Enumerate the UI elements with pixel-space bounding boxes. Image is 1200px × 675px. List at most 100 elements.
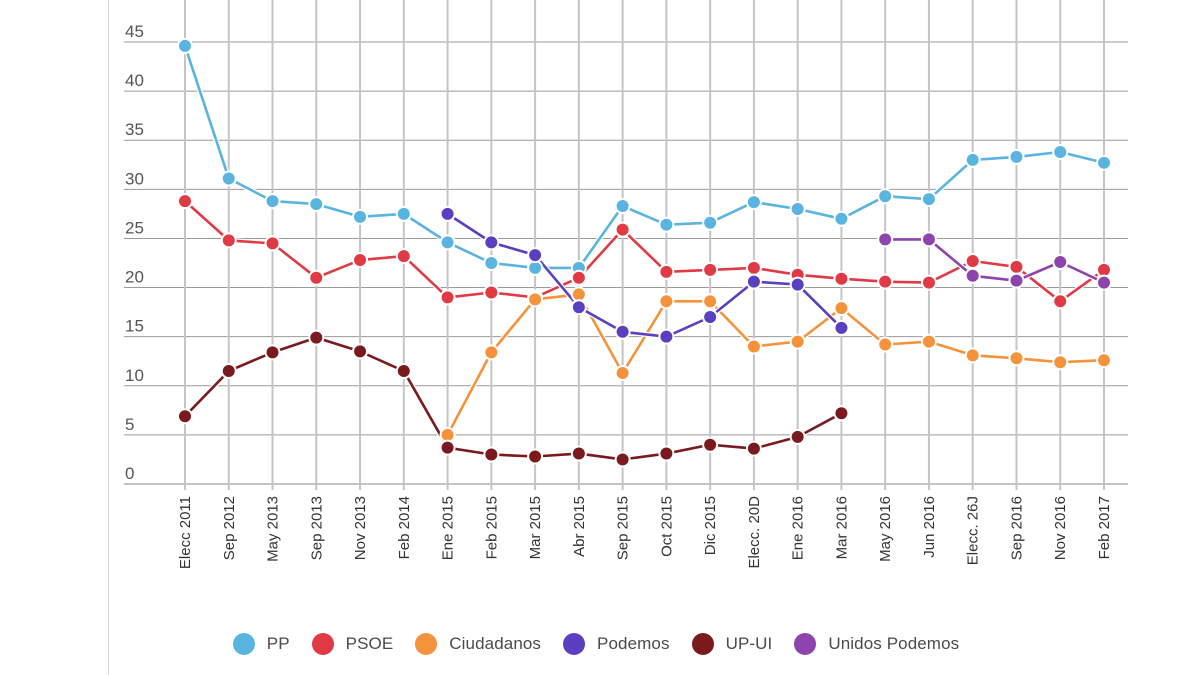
legend-label: Unidos Podemos — [828, 634, 960, 653]
data-point-pp — [1096, 154, 1112, 171]
data-point-pp — [308, 196, 325, 213]
data-point-psoe — [877, 273, 894, 290]
series-line-halo — [182, 335, 844, 462]
data-point-psoe — [439, 289, 456, 306]
data-point-ciudadanos — [527, 291, 544, 308]
data-point-ciudadanos — [920, 333, 937, 350]
data-point-podemos — [439, 205, 456, 222]
data-point-up-ui — [439, 439, 456, 456]
x-tick-label: Sep 2012 — [221, 496, 238, 560]
data-point-up-ui — [308, 329, 325, 346]
data-point-pp — [702, 214, 719, 231]
data-point-unidos-podemos — [964, 267, 981, 284]
data-point-psoe — [920, 274, 937, 291]
circle-swatch-icon — [794, 633, 817, 655]
series-points — [177, 37, 1112, 468]
data-point-psoe — [220, 232, 237, 249]
data-point-pp — [877, 188, 894, 205]
series-line-podemos — [446, 212, 843, 338]
data-point-podemos — [833, 319, 850, 336]
x-tick-label: Ene 2015 — [440, 496, 457, 560]
data-point-psoe — [352, 252, 369, 269]
circle-swatch-icon — [691, 633, 714, 655]
x-tick-label: Feb 2017 — [1096, 496, 1113, 559]
data-point-pp — [745, 194, 762, 211]
data-point-pp — [483, 255, 500, 271]
data-point-unidos-podemos — [1008, 272, 1025, 289]
data-point-pp — [177, 37, 193, 54]
data-point-psoe — [1008, 258, 1025, 275]
x-tick-label: Jun 2016 — [921, 496, 938, 558]
data-point-up-ui — [833, 405, 850, 422]
data-point-up-ui — [527, 448, 544, 465]
data-point-podemos — [745, 273, 762, 290]
y-tick-label: 25 — [125, 218, 144, 237]
legend-item-ciudadanos[interactable]: Ciudadanos — [415, 633, 549, 655]
data-point-psoe — [483, 284, 500, 301]
x-tick-label: Elecc. 26J — [965, 496, 982, 565]
data-point-podemos — [483, 234, 500, 251]
legend-item-podemos[interactable]: Podemos — [563, 633, 678, 655]
data-point-pp — [920, 191, 937, 208]
series-line-halo — [882, 236, 1107, 286]
x-tick-label: Mar 2015 — [527, 496, 544, 559]
x-tick-label: Nov 2016 — [1052, 496, 1069, 560]
y-tick-label: 20 — [125, 268, 144, 287]
legend-item-pp[interactable]: PP — [232, 633, 298, 655]
data-point-pp — [614, 198, 631, 215]
x-tick-label: Feb 2014 — [396, 496, 413, 559]
y-axis-tick-labels: 0 5 10 15 20 25 30 35 40 45 — [125, 22, 144, 483]
data-point-ciudadanos — [1008, 350, 1025, 367]
data-point-ciudadanos — [1052, 354, 1069, 371]
series-line-ciudadanos — [446, 293, 1106, 437]
data-point-podemos — [789, 276, 806, 293]
circle-swatch-icon — [232, 633, 255, 655]
data-point-psoe — [308, 269, 325, 286]
y-tick-label: 30 — [125, 169, 144, 188]
data-point-pp — [439, 234, 456, 251]
y-tick-label: 15 — [125, 317, 144, 336]
chart-legend: PP PSOE Ciudadanos Podemos UP-UI Unidos … — [0, 626, 1200, 662]
circle-swatch-icon — [415, 633, 438, 655]
y-tick-label: 5 — [125, 415, 134, 434]
data-point-psoe — [745, 259, 762, 276]
legend-item-up-ui[interactable]: UP-UI — [691, 633, 781, 655]
data-point-psoe — [702, 261, 719, 278]
x-tick-label: Ene 2016 — [790, 496, 807, 560]
data-point-up-ui — [352, 343, 369, 360]
data-point-podemos — [702, 309, 719, 326]
x-tick-label: Oct 2015 — [658, 496, 675, 557]
data-point-podemos — [614, 323, 631, 340]
horizontal-gridlines — [124, 41, 1128, 485]
x-tick-label: May 2013 — [265, 496, 282, 562]
legend-item-unidos-podemos[interactable]: Unidos Podemos — [794, 633, 967, 655]
data-point-ciudadanos — [789, 333, 806, 350]
series-line-up-ui — [183, 336, 843, 461]
vertical-gridlines — [184, 0, 1105, 490]
x-tick-label: Nov 2013 — [352, 496, 369, 560]
legend-label: Podemos — [597, 634, 670, 653]
data-point-pp — [220, 170, 237, 187]
data-point-unidos-podemos — [877, 231, 894, 248]
y-tick-label: 40 — [125, 71, 144, 90]
data-point-pp — [1008, 148, 1025, 165]
series-lines — [182, 43, 1107, 462]
data-point-ciudadanos — [1096, 352, 1112, 369]
data-point-unidos-podemos — [1096, 274, 1112, 291]
x-axis-tick-labels: Elecc 2011 Sep 2012 May 2013 Sep 2013 Nov 20… — [177, 496, 1113, 569]
x-tick-label: Sep 2013 — [308, 496, 325, 560]
data-point-up-ui — [220, 363, 237, 380]
data-point-pp — [658, 216, 675, 233]
data-point-unidos-podemos — [920, 231, 937, 248]
y-tick-label: 0 — [125, 464, 134, 483]
data-point-ciudadanos — [702, 293, 719, 310]
data-point-psoe — [1052, 293, 1069, 310]
data-point-ciudadanos — [877, 336, 894, 353]
data-point-up-ui — [614, 451, 631, 468]
data-point-ciudadanos — [745, 338, 762, 355]
data-point-up-ui — [395, 363, 412, 380]
data-point-up-ui — [483, 446, 500, 463]
legend-item-psoe[interactable]: PSOE — [311, 633, 402, 655]
circle-swatch-icon — [563, 633, 586, 655]
data-point-psoe — [964, 253, 981, 270]
